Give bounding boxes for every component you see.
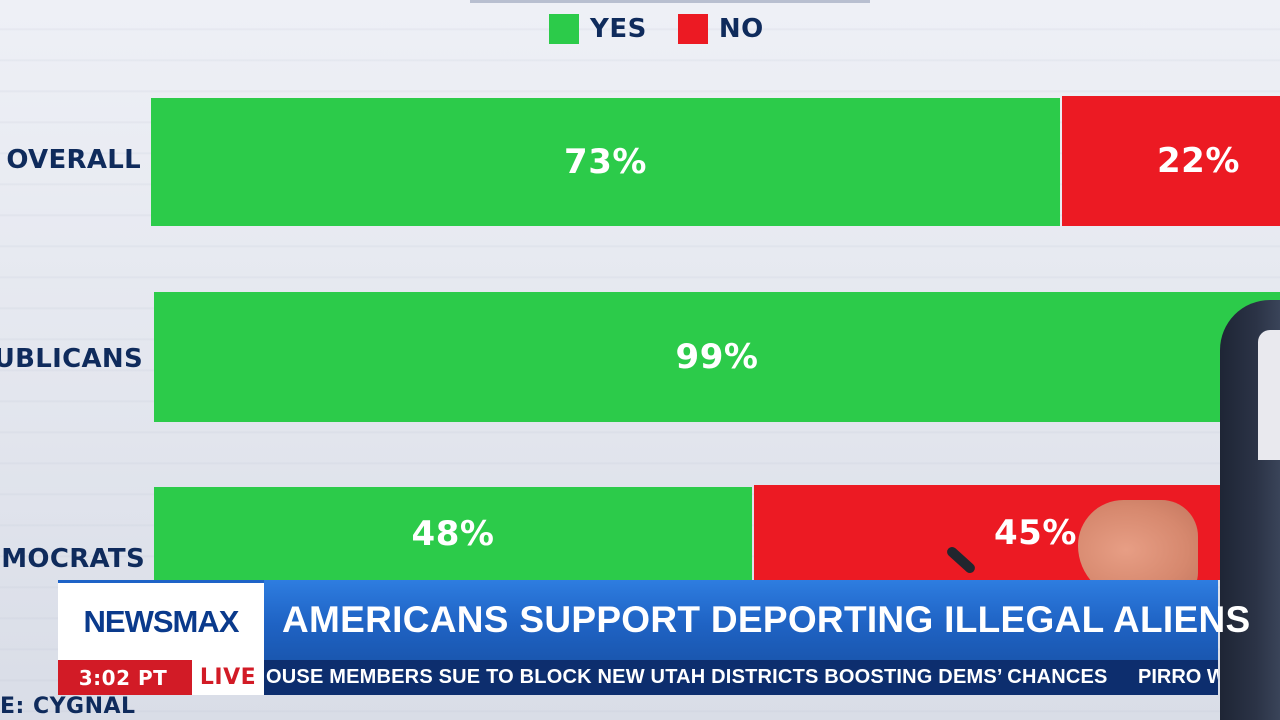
legend-item-no: NO: [677, 14, 764, 44]
time-badge: 3:02 PT: [58, 660, 188, 695]
live-badge: LIVE: [188, 660, 264, 695]
bar-no: 45%: [754, 485, 1280, 580]
legend-label-no: NO: [718, 14, 764, 44]
live-text: LIVE: [199, 665, 257, 690]
category-label: UBLICANS: [0, 344, 143, 374]
headline-text: AMERICANS SUPPORT DEPORTING ILLEGAL ALIE…: [282, 599, 1251, 640]
bar-value-label: 99%: [675, 337, 759, 377]
chart-source: E: CYGNAL: [0, 694, 136, 719]
network-logo: NEWSMAX: [58, 580, 264, 660]
presenter-shirt-collar: [1258, 330, 1280, 460]
bar-value-label: 45%: [994, 512, 1077, 553]
news-ticker: OUSE MEMBERS SUE TO BLOCK NEW UTAH DISTR…: [264, 660, 1218, 695]
bar-no: 22%: [1062, 96, 1280, 226]
category-label: OVERALL: [6, 145, 141, 175]
legend-swatch-no: [677, 14, 708, 44]
bar-yes: 73%: [151, 98, 1060, 226]
bar-yes: 48%: [154, 487, 752, 580]
legend-item-yes: YES: [549, 14, 647, 44]
bar-value-label: 73%: [564, 142, 647, 182]
bar-value-label: 48%: [411, 513, 495, 554]
screen-top-strip: [470, 0, 870, 3]
category-label: MOCRATS: [1, 544, 145, 574]
legend-label-yes: YES: [590, 14, 647, 44]
bar-yes: 99%: [154, 292, 1280, 422]
legend-swatch-yes: [549, 14, 579, 44]
ticker-next-text: PIRRO W: [1138, 666, 1218, 688]
bar-value-label: 22%: [1157, 141, 1240, 181]
logo-text: NEWSMAX: [83, 603, 240, 639]
chart-legend: YES NO: [549, 14, 795, 44]
ticker-text: OUSE MEMBERS SUE TO BLOCK NEW UTAH DISTR…: [266, 666, 1108, 688]
headline-bar: AMERICANS SUPPORT DEPORTING ILLEGAL ALIE…: [264, 580, 1250, 660]
time-text: 3:02 PT: [78, 665, 168, 690]
